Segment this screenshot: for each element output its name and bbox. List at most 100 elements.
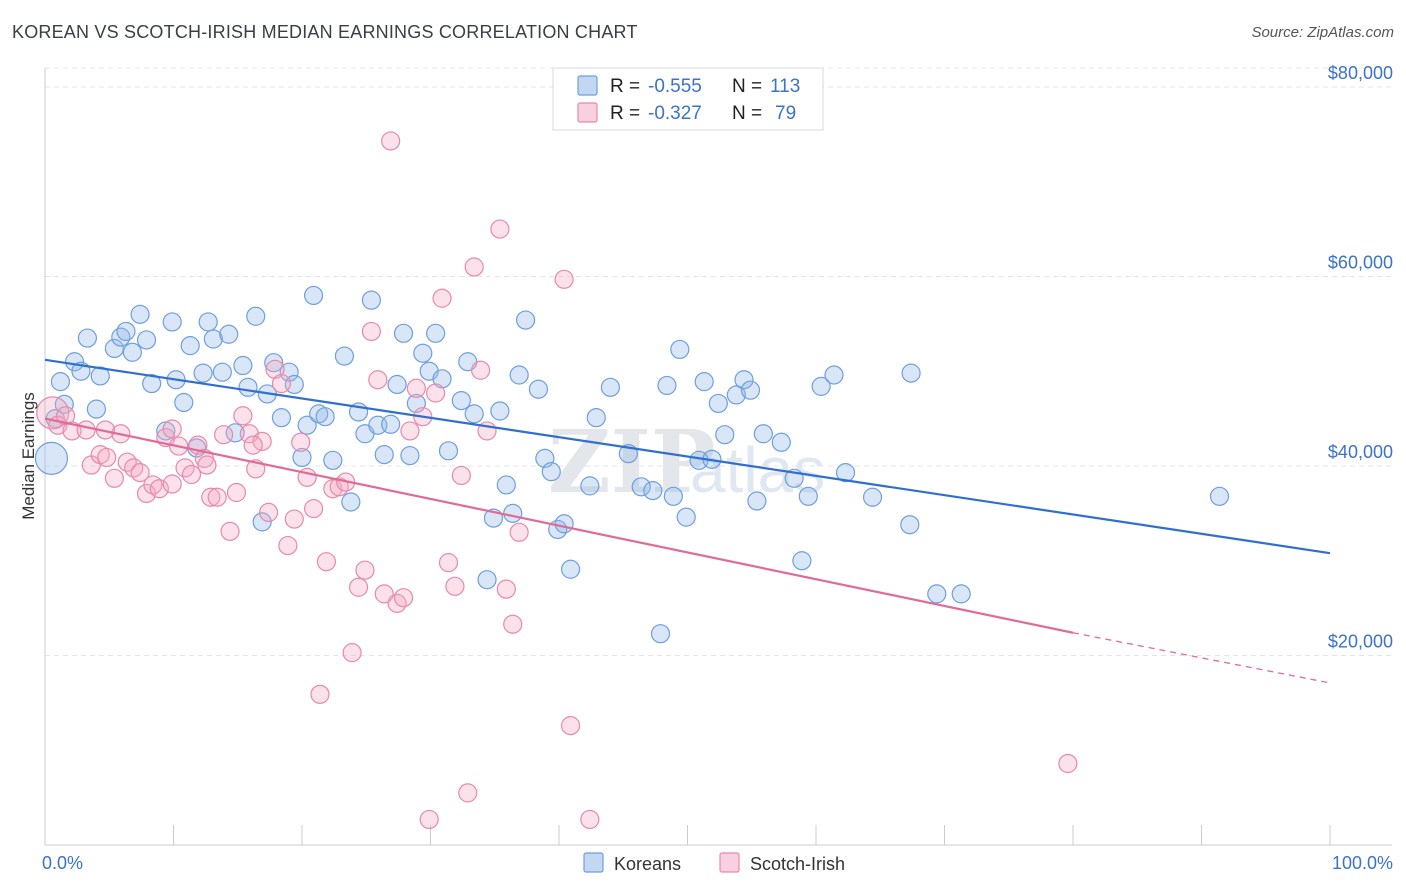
scotch-irish-point <box>226 482 247 503</box>
korean-point <box>927 584 947 604</box>
korean-point <box>34 441 69 475</box>
korean-point <box>238 377 258 397</box>
y-tick-label: $80,000 <box>1328 63 1393 83</box>
korean-point <box>136 330 157 350</box>
korean-point <box>586 408 606 428</box>
korean-point <box>361 290 381 310</box>
korean-point <box>432 369 452 389</box>
korean-point <box>162 312 182 332</box>
scotch-irish-point <box>1058 753 1078 774</box>
scotch-irish-point <box>181 464 202 485</box>
korean-point <box>580 476 600 496</box>
korean-point <box>734 370 754 390</box>
korean-point <box>142 373 162 394</box>
korean-point <box>670 339 690 360</box>
legend-swatch-koreans <box>577 75 598 96</box>
korean-point <box>77 328 98 348</box>
korean-point <box>650 624 671 644</box>
scotch-irish-point <box>243 435 263 455</box>
bottom-legend-label-koreans: Koreans <box>614 854 681 874</box>
scotch-irish-point <box>490 219 510 239</box>
korean-point <box>676 507 696 527</box>
korean-point <box>426 323 446 343</box>
bottom-legend-swatch-koreans <box>583 852 604 873</box>
korean-point <box>303 285 324 306</box>
korean-point <box>180 336 200 356</box>
legend-n-value-koreans: 113 <box>770 76 800 97</box>
series-koreans <box>34 285 1230 644</box>
korean-point <box>451 390 471 411</box>
korean-point <box>792 551 812 571</box>
korean-point <box>747 491 767 511</box>
scotch-irish-point <box>355 560 375 580</box>
scotch-irish-point <box>580 809 600 830</box>
korean-point <box>862 487 883 507</box>
trend-lines <box>44 358 1331 684</box>
scotch-irish-point <box>432 288 452 308</box>
korean-point <box>64 352 85 372</box>
korean-point <box>174 392 194 413</box>
scotch-irish-point <box>162 474 182 494</box>
korean-point <box>104 338 124 359</box>
scotch-irish-point <box>162 419 182 439</box>
korean-point <box>279 362 299 382</box>
scotch-irish-point <box>445 576 465 596</box>
watermark: ZIP atlas <box>548 412 825 513</box>
korean-point <box>381 414 401 434</box>
x-tick-labels: 0.0% 100.0% <box>42 853 1393 873</box>
scotch-irish-point <box>291 432 311 452</box>
korean-point <box>341 492 361 512</box>
legend-box <box>552 67 824 131</box>
korean-point <box>528 379 549 399</box>
korean-point <box>50 372 71 392</box>
korean-point <box>90 366 110 386</box>
scotch-irish-point <box>464 257 484 277</box>
korean-point <box>798 486 818 506</box>
korean-point <box>515 310 536 330</box>
scotch-irish-point <box>303 499 324 519</box>
scotch-irish-point <box>207 487 227 507</box>
scotch-irish-point <box>560 716 581 736</box>
korean-point <box>951 584 971 604</box>
scotch-irish-point <box>278 535 298 556</box>
x-tick-label-end: 100.0% <box>1332 853 1393 873</box>
scotch-irish-point <box>130 463 150 483</box>
legend-r-label-scotch-irish: R = <box>610 103 640 124</box>
korean-point <box>663 486 683 506</box>
korean-point <box>198 312 218 332</box>
korean-point <box>835 463 856 483</box>
korean-point <box>219 324 239 344</box>
scotch-irish-point <box>220 521 240 541</box>
scotch-irish-point <box>554 269 574 289</box>
korean-point <box>1209 486 1230 506</box>
legend-swatch-scotch-irish <box>577 102 598 123</box>
korean-point <box>631 477 651 497</box>
korean-point <box>116 321 136 342</box>
korean-point <box>657 375 677 396</box>
series-scotch-irish <box>36 131 1078 830</box>
korean-point <box>811 376 831 396</box>
korean-point <box>824 365 844 385</box>
korean-point <box>771 432 791 452</box>
scotch-irish-point <box>438 553 459 573</box>
scotch-irish-point <box>374 584 394 604</box>
scotch-irish-point <box>316 552 337 572</box>
x-tick-label-start: 0.0% <box>42 853 83 873</box>
korean-point <box>464 404 484 424</box>
scotch-irish-point <box>97 447 117 468</box>
scotch-irish-point <box>233 406 253 426</box>
scotch-irish-point <box>197 455 217 475</box>
korean-point <box>400 445 420 466</box>
korean-point <box>246 306 266 326</box>
scotch-irish-point <box>406 378 426 398</box>
korean-point <box>252 512 272 532</box>
korean-point <box>193 363 213 383</box>
chart-title: KOREAN VS SCOTCH-IRISH MEDIAN EARNINGS C… <box>12 22 638 42</box>
y-tick-labels: $20,000 $40,000 $60,000 $80,000 <box>1328 63 1393 652</box>
korean-point <box>715 425 735 445</box>
korean-point <box>600 377 621 397</box>
korean-point <box>496 475 516 495</box>
legend-r-label-koreans: R = <box>610 76 640 97</box>
korean-point <box>374 445 394 465</box>
scotch-irish-point <box>149 479 169 499</box>
